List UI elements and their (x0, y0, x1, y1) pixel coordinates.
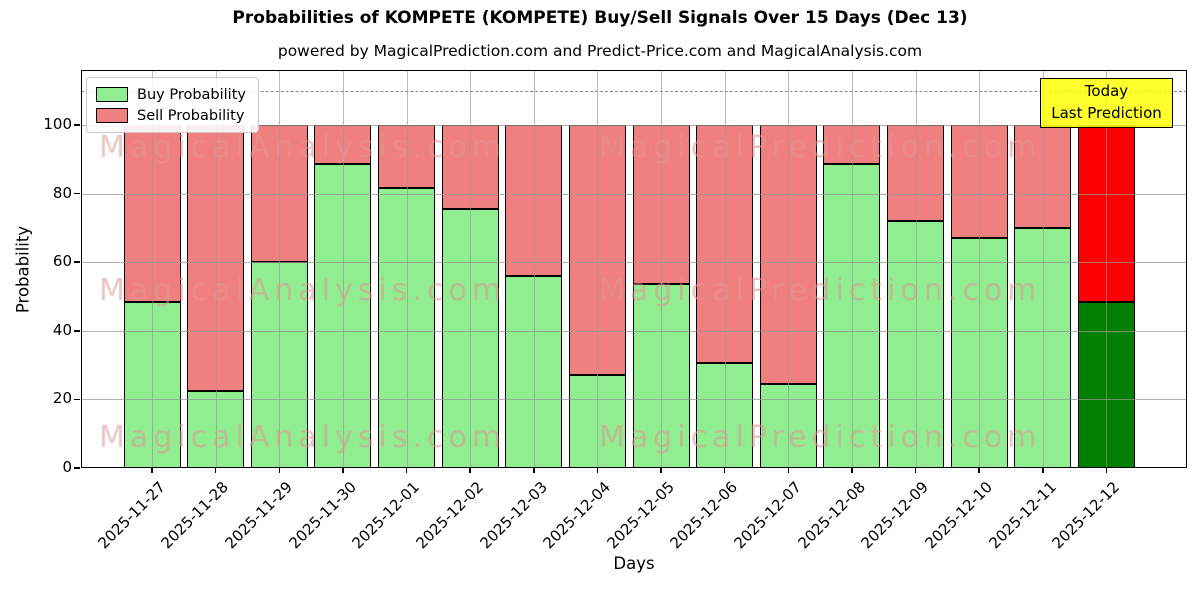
v-gridline (279, 70, 281, 468)
y-tick-mark (74, 124, 80, 126)
y-tick-mark (74, 398, 80, 401)
h-gridline (81, 262, 1187, 264)
v-gridline (597, 70, 599, 468)
x-tick-label: 2025-12-05 (603, 478, 678, 553)
x-tick-mark (342, 468, 344, 473)
x-tick-mark (660, 468, 662, 473)
v-gridline (724, 70, 726, 468)
x-tick-label: 2025-12-10 (921, 478, 996, 553)
v-gridline (915, 70, 917, 468)
v-gridline (851, 70, 853, 468)
y-tick-label: 40 (52, 320, 72, 339)
x-tick-mark (214, 468, 217, 473)
x-tick-mark (914, 468, 917, 473)
h-gridline (81, 330, 1187, 332)
buy-swatch-icon (96, 87, 128, 102)
y-tick-mark (74, 192, 80, 195)
h-gridline (81, 124, 1187, 126)
v-gridline (470, 70, 472, 468)
y-tick-mark (74, 261, 80, 263)
x-tick-label: 2025-11-29 (221, 478, 296, 553)
today-annotation-line1: Today (1084, 82, 1129, 101)
x-tick-label: 2025-12-06 (667, 478, 742, 553)
v-gridline (406, 70, 408, 468)
x-tick-mark (978, 468, 980, 473)
v-gridline (342, 70, 344, 468)
v-gridline (1106, 70, 1108, 468)
legend: Buy Probability Sell Probability (86, 77, 259, 133)
y-tick-label: 100 (43, 114, 72, 133)
x-tick-label: 2025-11-28 (157, 478, 233, 553)
legend-item-buy: Buy Probability (96, 84, 246, 105)
x-tick-label: 2025-12-11 (985, 478, 1060, 553)
x-tick-label: 2025-12-04 (539, 478, 615, 553)
chart-title: Probabilities of KOMPETE (KOMPETE) Buy/S… (232, 8, 968, 28)
x-tick-mark (533, 468, 535, 473)
legend-sell-label: Sell Probability (137, 107, 245, 124)
chart-subtitle: powered by MagicalPrediction.com and Pre… (277, 42, 923, 60)
v-gridline (1042, 70, 1044, 468)
sell-swatch-icon (96, 108, 128, 123)
dashed-threshold-line (81, 90, 1187, 92)
y-tick-label: 20 (52, 389, 72, 408)
x-tick-mark (469, 468, 471, 473)
x-tick-label: 2025-12-03 (476, 478, 551, 553)
legend-item-sell: Sell Probability (96, 105, 246, 126)
y-tick-label: 0 (62, 458, 72, 476)
v-gridline (979, 70, 981, 468)
legend-buy-label: Buy Probability (137, 86, 246, 103)
x-tick-label: 2025-12-09 (857, 478, 933, 553)
x-tick-mark (151, 468, 153, 473)
x-tick-label: 2025-12-01 (348, 478, 424, 553)
x-tick-mark (405, 468, 408, 473)
x-axis-label: Days (613, 554, 655, 573)
x-tick-label: 2025-11-27 (94, 478, 169, 553)
x-tick-label: 2025-12-08 (794, 478, 869, 553)
plot-area: Buy Probability Sell Probability Today L… (81, 70, 1187, 468)
x-tick-mark (1042, 468, 1044, 473)
h-gridline (81, 399, 1187, 401)
v-gridline (533, 70, 535, 468)
x-tick-mark (1105, 468, 1108, 473)
v-gridline (788, 70, 790, 468)
x-tick-label: 2025-12-02 (412, 478, 487, 553)
x-tick-mark (596, 468, 599, 473)
x-tick-label: 2025-12-12 (1048, 478, 1124, 553)
today-annotation-line2: Last Prediction (1051, 104, 1162, 122)
x-tick-mark (723, 468, 726, 473)
x-tick-mark (787, 468, 790, 473)
y-tick-mark (74, 467, 80, 469)
y-tick-label: 60 (52, 252, 72, 271)
y-tick-mark (74, 330, 80, 332)
x-tick-label: 2025-12-07 (730, 478, 806, 553)
v-gridline (661, 70, 663, 468)
today-annotation: Today Last Prediction (1040, 78, 1173, 128)
x-tick-mark (851, 468, 853, 473)
x-tick-mark (278, 468, 280, 473)
v-gridline (215, 70, 217, 468)
x-tick-label: 2025-11-30 (285, 478, 360, 553)
v-gridline (152, 70, 153, 468)
y-tick-label: 80 (52, 183, 72, 202)
h-gridline (81, 193, 1187, 195)
